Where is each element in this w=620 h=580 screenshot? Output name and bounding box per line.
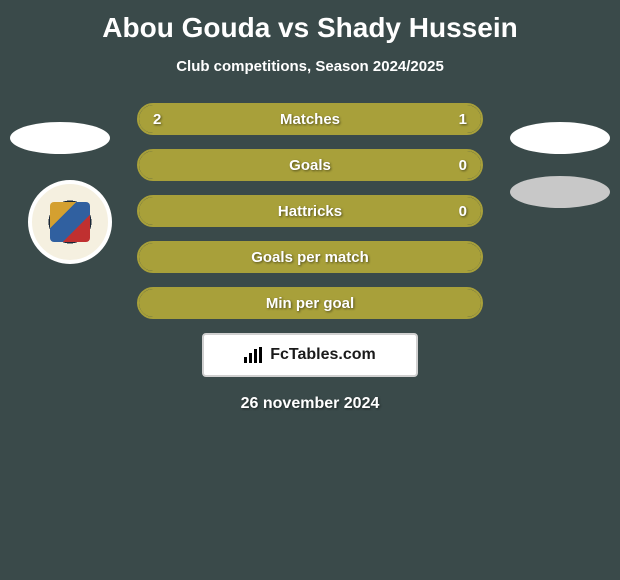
stat-bar: Min per goal [137, 287, 483, 319]
page-title: Abou Gouda vs Shady Hussein [0, 0, 620, 44]
stat-bar: 0 Goals [137, 149, 483, 181]
stat-value-right: 0 [459, 203, 467, 220]
stat-bar: 2 1 Matches [137, 103, 483, 135]
stat-bar: 0 Hattricks [137, 195, 483, 227]
stat-label: Hattricks [278, 203, 342, 220]
brand-label: FcTables.com [270, 346, 376, 364]
brand-box[interactable]: FcTables.com [202, 333, 418, 377]
stat-row: 0 Hattricks [0, 195, 620, 227]
stat-value-right: 0 [459, 157, 467, 174]
stat-value-left: 2 [153, 111, 161, 128]
stat-bar: Goals per match [137, 241, 483, 273]
date-line: 26 november 2024 [0, 395, 620, 413]
stat-label: Goals per match [251, 249, 369, 266]
stat-label: Matches [280, 111, 340, 128]
subtitle: Club competitions, Season 2024/2025 [0, 58, 620, 75]
stat-row: Goals per match [0, 241, 620, 273]
chart-icon [244, 347, 264, 363]
stat-row: 0 Goals [0, 149, 620, 181]
stat-label: Min per goal [266, 295, 354, 312]
stat-row: 2 1 Matches [0, 103, 620, 135]
stat-label: Goals [289, 157, 331, 174]
stat-value-right: 1 [459, 111, 467, 128]
stat-row: Min per goal [0, 287, 620, 319]
